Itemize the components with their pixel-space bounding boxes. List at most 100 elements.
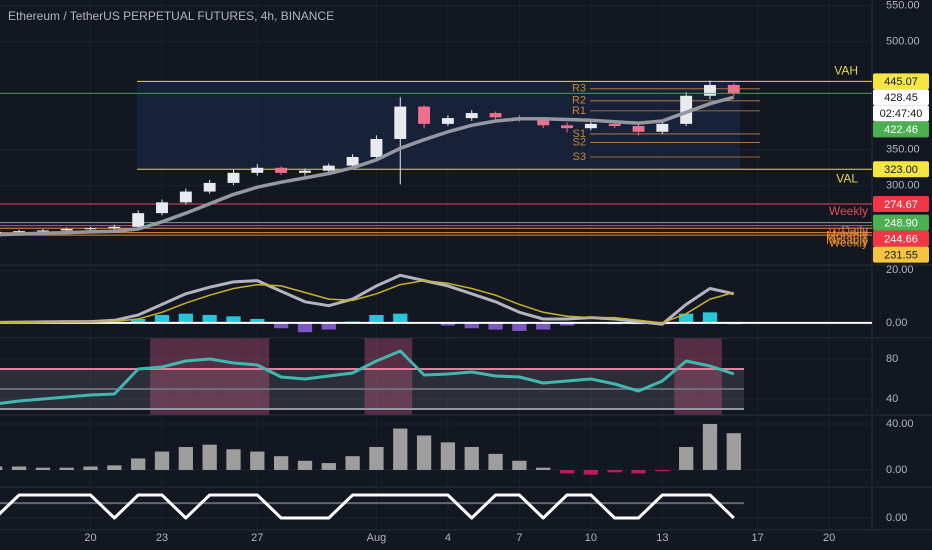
chart-title: Ethereum / TetherUS PERPETUAL FUTURES, 4… (8, 9, 334, 23)
x-tick-label: 20 (823, 532, 835, 544)
price-tag (873, 230, 929, 247)
candle-body (132, 213, 145, 227)
level-label: Weekly (829, 235, 868, 249)
panel (0, 269, 872, 333)
bar (702, 423, 718, 470)
y-tick-label: 0.00 (886, 512, 907, 524)
price-tag-label: 428.45 (884, 92, 918, 104)
histogram-bar (702, 312, 718, 323)
candle-body (632, 126, 645, 132)
candle-body (203, 182, 216, 192)
x-tick-label: 23 (156, 532, 168, 544)
y-tick-label: 350.00 (886, 144, 920, 156)
y-tick-label: 40 (886, 393, 898, 405)
bar (345, 456, 360, 470)
level-label: Daily (841, 223, 868, 237)
x-tick-label: 17 (752, 532, 764, 544)
pivot-label: S3 (573, 151, 586, 163)
bar (607, 469, 622, 473)
price-tag (873, 89, 929, 106)
overbought-column (150, 338, 174, 415)
price-tag-label: 231.55 (884, 249, 918, 261)
pivot-label: S2 (573, 136, 586, 148)
histogram-bar (154, 314, 170, 323)
series-line (0, 349, 735, 405)
candle-body (346, 156, 359, 166)
y-tick-label: 0.00 (886, 317, 907, 329)
histogram-bar (679, 313, 694, 323)
histogram-bar (440, 322, 456, 326)
candle-body (656, 123, 669, 132)
price-tag (873, 73, 929, 90)
bar (154, 451, 170, 470)
y-tick-label: 300.00 (886, 180, 920, 192)
bar (273, 456, 289, 470)
histogram-bar (226, 316, 241, 323)
histogram-bar (393, 313, 408, 323)
candle-body (537, 119, 550, 126)
candle-body (156, 202, 168, 214)
histogram-bar (178, 313, 193, 323)
bar (559, 469, 575, 474)
plot: 20 23 27 Aug 4 7 10 13 17 20VAHVALWeeklyDailyWeek… (0, 5, 872, 544)
overbought-column (698, 338, 722, 415)
pivot-label: R2 (572, 95, 586, 107)
price-tag (873, 214, 929, 231)
price-tag-label: 323.00 (884, 164, 918, 176)
y-tick-label: 80 (886, 353, 898, 365)
bar (202, 444, 217, 470)
candle-body (13, 231, 26, 233)
y-tick-label: 40.00 (886, 418, 914, 430)
overbought-column (221, 338, 246, 415)
price-tag (873, 161, 929, 178)
bar (131, 458, 146, 470)
panel (0, 493, 872, 520)
x-tick-label: 7 (516, 532, 522, 544)
price-tag (873, 121, 929, 138)
bar (226, 449, 241, 470)
panel: VAHVALWeeklyDailyWeeklyMonthlyMonthlyWee… (0, 5, 872, 249)
bar (11, 466, 27, 470)
candle-body (465, 113, 478, 119)
bar (488, 453, 503, 470)
candle-body (0, 231, 2, 234)
overbought-column (674, 338, 699, 415)
candle-body (727, 84, 740, 94)
histogram-bar (369, 314, 384, 323)
bar (0, 466, 3, 470)
overbought-column (245, 338, 270, 415)
candle-body (418, 106, 431, 124)
series-line (0, 273, 735, 326)
pivot-label: S1 (573, 128, 586, 140)
candle-body (275, 167, 288, 173)
x-tick-label: 4 (445, 532, 451, 544)
histogram-bar (131, 318, 146, 323)
bar (250, 451, 265, 470)
histogram-bar (250, 318, 265, 323)
series-line (0, 279, 735, 324)
x-tick-label: 13 (656, 532, 668, 544)
candle-body (680, 95, 693, 124)
candle-body (584, 123, 597, 129)
price-tag-label: 274.67 (884, 199, 918, 211)
bar (464, 446, 479, 470)
histogram-bar (297, 322, 313, 333)
pivot-label: R1 (572, 105, 586, 117)
price-tag (873, 105, 929, 122)
bar (631, 469, 646, 474)
candle-body (489, 113, 502, 118)
price-tag (873, 196, 929, 213)
bar (726, 433, 741, 470)
bar (655, 469, 670, 472)
histogram-bar (559, 322, 575, 326)
candle-body (704, 84, 716, 96)
x-tick-label: Aug (367, 532, 387, 544)
bar (178, 446, 193, 470)
candle-body (227, 172, 240, 183)
candle-body (561, 125, 573, 129)
val-label: VAL (836, 171, 858, 185)
price-tag-label: 248.90 (884, 217, 918, 229)
x-tick-label: 20 (84, 532, 96, 544)
x-tick-label: 27 (251, 532, 263, 544)
histogram-bar (464, 322, 479, 329)
